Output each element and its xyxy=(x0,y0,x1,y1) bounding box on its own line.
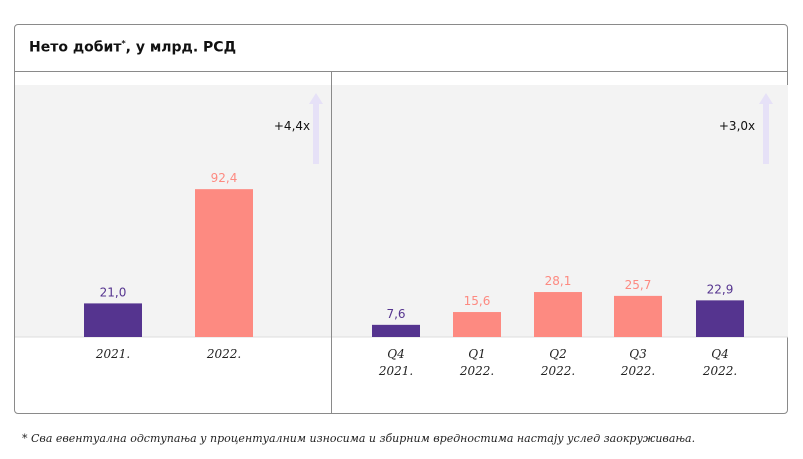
growth-arrow-head xyxy=(759,93,773,104)
bar xyxy=(453,312,501,337)
x-tick-label: 2022. xyxy=(206,347,241,361)
data-label: 7,6 xyxy=(386,307,405,321)
title-footnote-mark: * xyxy=(121,39,126,48)
x-tick-label: 2022. xyxy=(702,364,737,378)
bar xyxy=(195,189,253,337)
growth-label: +4,4x xyxy=(274,119,310,133)
x-tick-label: Q4 xyxy=(387,347,404,361)
x-tick-label: 2022. xyxy=(459,364,494,378)
bar xyxy=(372,324,420,337)
x-tick-label: Q1 xyxy=(468,347,485,361)
x-tick-label: 2021. xyxy=(378,364,413,378)
title-units: , у млрд. РСД xyxy=(125,39,237,56)
growth-arrow-shaft xyxy=(313,102,319,164)
data-label: 92,4 xyxy=(211,171,238,185)
title-text: Нето добит xyxy=(29,39,122,56)
bar xyxy=(84,303,142,337)
data-label: 28,1 xyxy=(545,274,572,288)
data-label: 21,0 xyxy=(100,285,127,299)
bar xyxy=(534,292,582,337)
growth-arrow-shaft xyxy=(763,102,769,164)
x-tick-label: 2021. xyxy=(95,347,130,361)
panel-divider xyxy=(331,71,332,414)
data-label: 15,6 xyxy=(464,294,491,308)
x-tick-label: Q4 xyxy=(711,347,728,361)
growth-arrow-head xyxy=(309,93,323,104)
title-divider xyxy=(15,71,787,72)
data-label: 22,9 xyxy=(707,282,734,296)
x-tick-label: Q3 xyxy=(629,347,647,361)
growth-label: +3,0x xyxy=(719,119,755,133)
x-tick-label: 2022. xyxy=(540,364,575,378)
x-tick-label: 2022. xyxy=(620,364,655,378)
bar xyxy=(696,300,744,337)
bar xyxy=(614,295,662,337)
data-label: 25,7 xyxy=(625,278,652,292)
chart-title: Нето добит*, у млрд. РСД xyxy=(29,39,236,56)
footnote: * Сва евентуална одступања у процентуалн… xyxy=(22,432,696,445)
plot-area-1 xyxy=(15,85,331,337)
x-tick-label: Q2 xyxy=(549,347,566,361)
